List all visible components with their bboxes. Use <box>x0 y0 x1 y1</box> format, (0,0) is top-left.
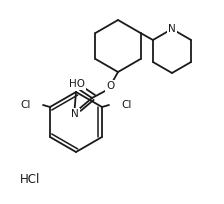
Text: N: N <box>168 24 176 34</box>
Text: HCl: HCl <box>20 173 40 186</box>
Text: O: O <box>106 81 114 91</box>
Text: N: N <box>71 109 79 119</box>
Text: Cl: Cl <box>121 100 131 110</box>
Text: Cl: Cl <box>21 100 31 110</box>
Text: HO: HO <box>69 79 85 89</box>
